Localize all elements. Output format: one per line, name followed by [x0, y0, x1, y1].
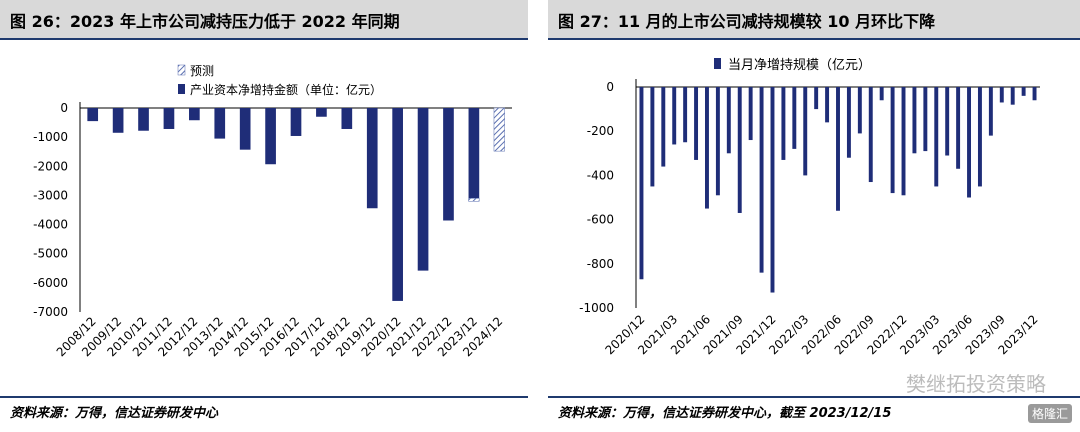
bar	[683, 87, 688, 143]
legend-forecast-swatch	[177, 64, 186, 76]
y-tick-label: -400	[587, 168, 614, 182]
bar	[672, 87, 677, 145]
y-tick-label: -7000	[33, 305, 68, 319]
y-tick-label: -2000	[33, 159, 68, 173]
bar	[825, 87, 830, 123]
y-tick-label: 0	[606, 80, 614, 94]
bar	[857, 87, 862, 134]
bar	[392, 108, 403, 301]
legend-actual-label: 产业资本净增持金额（单位：亿元）	[190, 82, 382, 97]
bar	[770, 87, 775, 293]
y-tick-label: -200	[587, 124, 614, 138]
y-tick-label: -1000	[579, 301, 614, 315]
right-source-rule	[548, 396, 1080, 398]
y-tick-label: -3000	[33, 188, 68, 202]
legend-forecast-label: 预测	[190, 64, 214, 78]
bar	[639, 87, 644, 280]
bar	[890, 87, 895, 194]
bar	[781, 87, 786, 160]
y-tick-label: -1000	[33, 130, 68, 144]
forecast-bar	[493, 107, 505, 152]
bar	[366, 108, 378, 209]
bar	[977, 87, 982, 187]
bar	[868, 87, 873, 183]
bar	[748, 87, 753, 141]
right-chart-source: 资料来源：万得，信达证券研发中心，截至 2023/12/15	[558, 406, 892, 421]
bar	[163, 108, 175, 129]
y-tick-label: -5000	[33, 247, 68, 261]
right-bar-chart: 0-200-400-600-800-10002020/122021/032021…	[579, 58, 1041, 357]
left-chart-panel: 图 26：2023 年上市公司减持压力低于 2022 年同期 0 -1000 -20…	[0, 0, 528, 432]
right-chart-title: 图 27：11 月的上市公司减持规模较 10 月环比下降	[558, 12, 936, 31]
legend-label: 当月净增持规模（亿元）	[728, 58, 871, 73]
bar	[988, 87, 993, 136]
bar	[341, 108, 353, 129]
left-chart-source: 资料来源：万得，信达证券研发中心	[10, 406, 219, 421]
bar	[87, 108, 99, 122]
bar	[1021, 87, 1026, 96]
bar	[1032, 87, 1037, 101]
legend-actual-swatch	[178, 84, 185, 94]
forecast-bar	[468, 198, 480, 202]
bar	[138, 108, 149, 131]
bar	[189, 108, 200, 121]
bar	[737, 87, 742, 213]
bar	[1010, 87, 1015, 105]
bar	[726, 87, 731, 154]
bar	[316, 108, 327, 117]
bar	[443, 108, 454, 221]
watermark-badge: 格隆汇	[1027, 404, 1072, 423]
bar	[290, 108, 302, 136]
bar	[901, 87, 906, 196]
legend-swatch	[714, 58, 721, 69]
bar	[694, 87, 699, 160]
bar	[239, 108, 251, 150]
bar	[967, 87, 971, 198]
bar	[923, 87, 928, 152]
bar	[846, 87, 851, 158]
bar	[705, 87, 709, 209]
bar	[650, 87, 655, 187]
y-tick-label: -6000	[33, 276, 68, 290]
bar	[214, 108, 226, 139]
bar	[265, 108, 276, 165]
bar	[112, 108, 124, 133]
bar	[999, 87, 1004, 103]
y-tick-label: -800	[587, 257, 614, 271]
y-tick-label: -4000	[33, 218, 68, 232]
left-chart-title: 图 26：2023 年上市公司减持压力低于 2022 年同期	[10, 12, 400, 31]
bar	[417, 108, 429, 271]
bar	[792, 87, 797, 149]
bar	[836, 87, 840, 211]
right-chart-title-bar: 图 27：11 月的上市公司减持规模较 10 月环比下降	[548, 0, 1080, 40]
left-bar-chart: 0-1000-2000-3000-4000-5000-6000-70002008…	[33, 64, 512, 359]
bar	[879, 87, 884, 101]
left-source-rule	[0, 396, 528, 398]
y-tick-label: 0	[60, 101, 68, 115]
bar	[912, 87, 917, 154]
bar	[956, 87, 961, 169]
y-tick-label: -600	[587, 213, 614, 227]
bar	[715, 87, 720, 196]
bar	[945, 87, 950, 156]
left-chart-title-bar: 图 26：2023 年上市公司减持压力低于 2022 年同期	[0, 0, 528, 40]
watermark-text: 樊继拓投资策略	[906, 372, 1046, 396]
bar	[468, 108, 480, 199]
bar	[759, 87, 764, 273]
bar	[814, 87, 819, 110]
bar	[934, 87, 939, 187]
bar	[803, 87, 808, 176]
bar	[661, 87, 666, 167]
right-chart-panel: 图 27：11 月的上市公司减持规模较 10 月环比下降 0 -200 -400 -6…	[548, 0, 1080, 432]
